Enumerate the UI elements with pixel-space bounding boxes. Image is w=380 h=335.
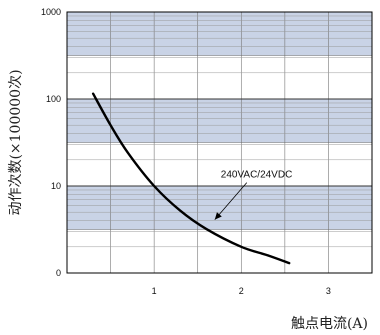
shaded-bands	[67, 12, 372, 230]
plot-frame	[66, 11, 373, 274]
x-axis-label: 触点电流(A)	[291, 316, 368, 332]
shaded-band	[67, 12, 372, 56]
annotation-arrowhead	[214, 212, 222, 220]
y-tick-label: 1000	[41, 7, 61, 17]
x-tick-label: 3	[326, 286, 331, 296]
y-tick-label: 0	[56, 268, 61, 278]
grid-lines	[67, 12, 372, 273]
y-axis-label: 动作次数(×100000次)	[8, 69, 24, 215]
annotation-label: 240VAC/24VDC	[221, 170, 293, 181]
y-tick-label: 100	[46, 94, 61, 104]
shaded-band	[67, 99, 372, 143]
x-tick-label: 2	[239, 286, 244, 296]
x-tick-label: 1	[152, 286, 157, 296]
annotation-leader-line	[214, 182, 248, 220]
shaded-band	[67, 186, 372, 230]
curve-annotation: 240VAC/24VDC	[214, 170, 293, 220]
x-tick-labels: 1 2 3	[152, 286, 331, 296]
series-line-240vac-24vdc	[91, 92, 291, 265]
y-tick-label: 10	[51, 181, 61, 191]
